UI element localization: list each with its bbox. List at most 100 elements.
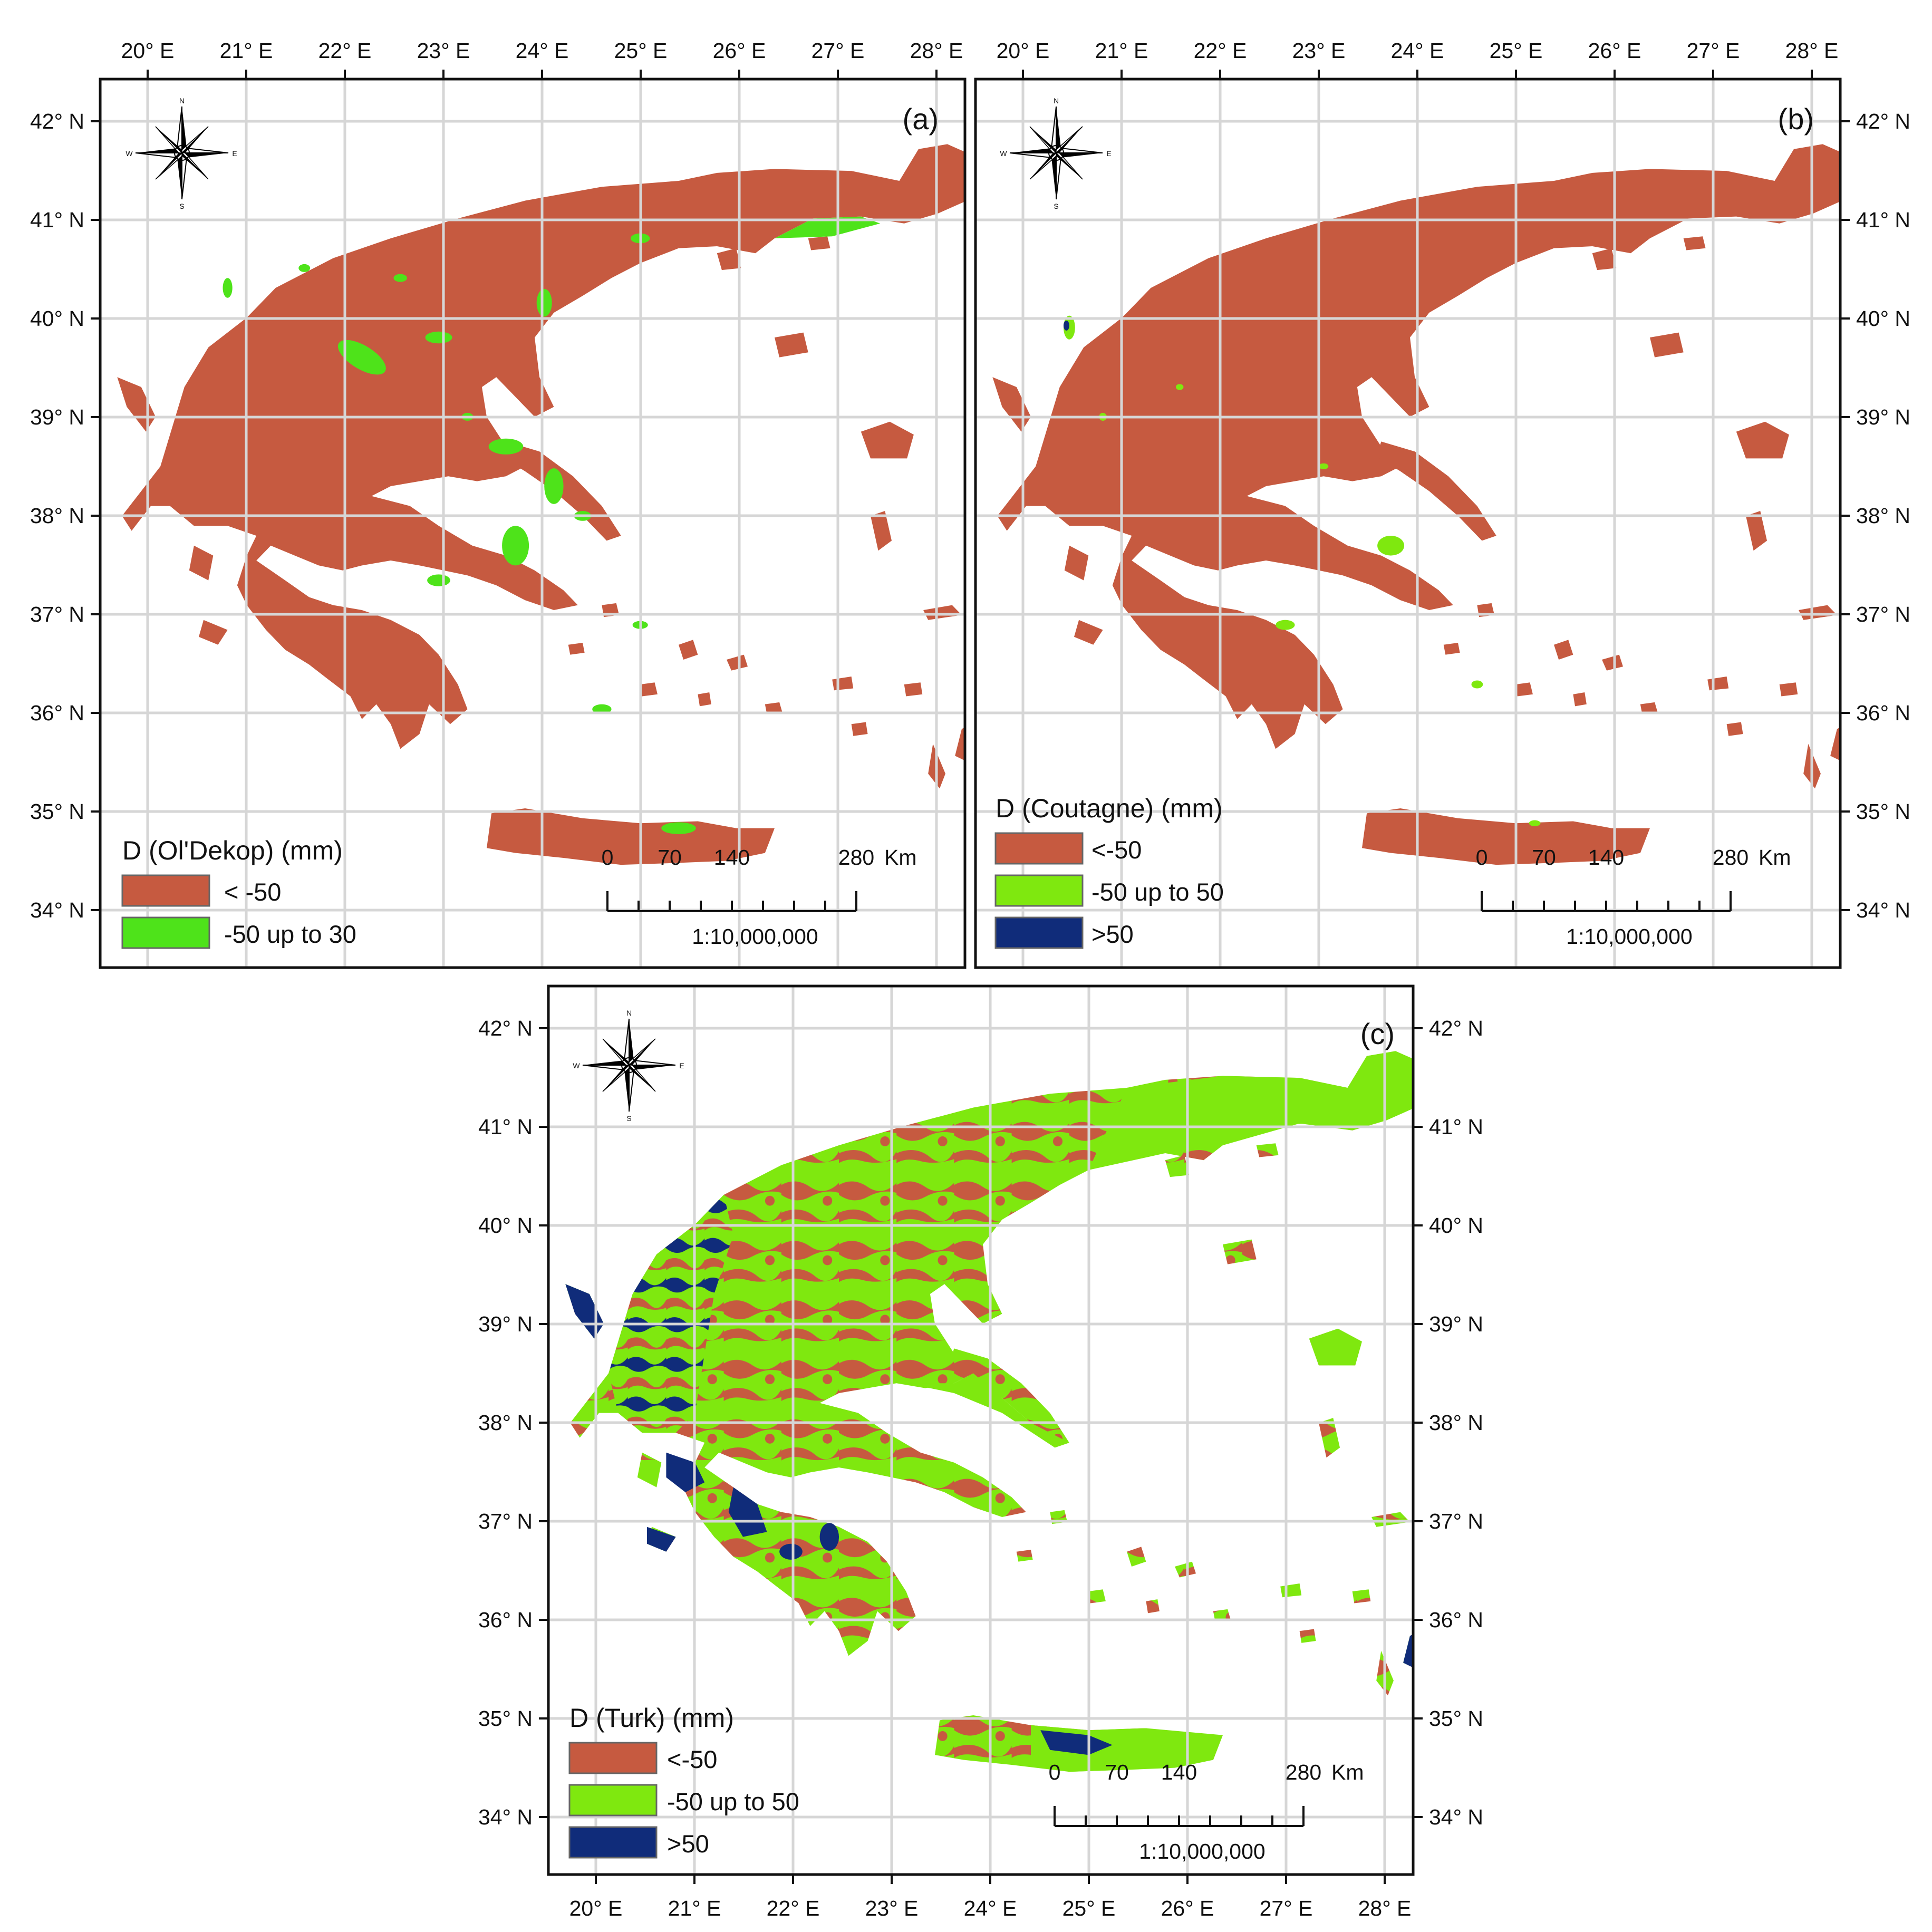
lat-tick-label: 38° N xyxy=(1856,504,1910,528)
map-a xyxy=(117,144,965,865)
lat-tick-label: 39° N xyxy=(478,1312,533,1336)
legend-swatch-a-0 xyxy=(121,874,210,907)
legend-b: D (Coutagne) (mm) <-50 -50 up to 50 >50 xyxy=(994,794,1224,949)
lat-tick-label: 39° N xyxy=(30,405,84,429)
legend-label-b-1: -50 up to 50 xyxy=(1091,878,1224,906)
svg-text:W: W xyxy=(125,149,133,158)
legend-swatch-c-2 xyxy=(568,1826,658,1859)
svg-text:280: 280 xyxy=(838,845,874,870)
legend-label-c-2: >50 xyxy=(667,1830,709,1858)
compass-b: N S E W xyxy=(1000,96,1111,210)
lat-tick-label: 42° N xyxy=(1856,109,1910,133)
svg-text:Km: Km xyxy=(884,845,917,870)
lat-tick-label: 42° N xyxy=(30,109,84,133)
lon-tick-label: 27° E xyxy=(812,38,865,63)
lon-tick-label: 28° E xyxy=(910,38,963,63)
lat-tick-label: 40° N xyxy=(1856,306,1910,331)
graticule-a xyxy=(100,79,965,968)
lon-tick-label: 27° E xyxy=(1260,1896,1313,1920)
legend-label-a-0: < -50 xyxy=(224,878,281,906)
legend-label-c-0: <-50 xyxy=(667,1745,717,1773)
lon-ticks-c: 20° E 21° E 22° E 23° E 24° E 25° E 26° E 27° E… xyxy=(569,1875,1411,1920)
lat-tick-label: 35° N xyxy=(478,1706,533,1731)
lon-tick-label: 20° E xyxy=(121,38,175,63)
lon-ticks-a: 20° E 21° E 22° E 23° E 24° E 25° E 26° E 27° E… xyxy=(121,38,963,79)
lon-tick-label: 26° E xyxy=(1588,38,1641,63)
lat-tick-label: 40° N xyxy=(478,1213,533,1238)
frame-b xyxy=(974,78,1842,969)
lat-ticks-a: 42° N 41° N 40° N 39° N 38° N 37° N 36° N 35° N… xyxy=(30,109,100,922)
lon-tick-label: 21° E xyxy=(1095,38,1148,63)
graticule-b xyxy=(975,79,1840,968)
lat-tick-label: 39° N xyxy=(1429,1312,1483,1336)
svg-text:0: 0 xyxy=(1049,1760,1061,1784)
panel-label-a: (a) xyxy=(903,102,939,136)
legend-title-a: D (Ol'Dekop) (mm) xyxy=(122,836,343,865)
lon-tick-label: 24° E xyxy=(516,38,569,63)
lat-tick-label: 37° N xyxy=(478,1509,533,1533)
lat-tick-label: 41° N xyxy=(1429,1115,1483,1139)
svg-text:W: W xyxy=(1000,149,1007,158)
lat-tick-label: 36° N xyxy=(478,1608,533,1632)
lon-tick-label: 23° E xyxy=(417,38,470,63)
svg-text:N: N xyxy=(179,96,185,105)
legend-label-c-1: -50 up to 50 xyxy=(667,1788,799,1815)
svg-text:E: E xyxy=(679,1061,684,1070)
svg-text:140: 140 xyxy=(1588,845,1624,870)
legend-swatch-b-2 xyxy=(994,916,1084,949)
lat-tick-label: 41° N xyxy=(30,208,84,232)
lon-tick-label: 25° E xyxy=(1490,38,1543,63)
lat-tick-label: 42° N xyxy=(1429,1016,1483,1040)
panel-a: 20° E 21° E 22° E 23° E 24° E 25° E 26° E 27° E… xyxy=(30,38,967,969)
lon-tick-label: 20° E xyxy=(997,38,1050,63)
lat-tick-label: 35° N xyxy=(1429,1706,1483,1731)
lat-tick-label: 42° N xyxy=(478,1016,533,1040)
svg-text:0: 0 xyxy=(602,845,614,870)
lon-tick-label: 24° E xyxy=(1391,38,1444,63)
lat-tick-label: 38° N xyxy=(1429,1411,1483,1435)
graticule-c xyxy=(548,986,1413,1875)
legend-swatch-b-0 xyxy=(994,832,1084,865)
lon-tick-label: 21° E xyxy=(220,38,273,63)
lon-tick-label: 27° E xyxy=(1687,38,1740,63)
legend-title-b: D (Coutagne) (mm) xyxy=(996,794,1223,823)
lon-tick-label: 26° E xyxy=(713,38,766,63)
lat-tick-label: 40° N xyxy=(1429,1213,1483,1238)
svg-text:W: W xyxy=(573,1061,580,1070)
lat-tick-label: 34° N xyxy=(30,898,84,922)
lat-tick-label: 36° N xyxy=(30,701,84,725)
legend-swatch-c-0 xyxy=(568,1742,658,1774)
svg-text:140: 140 xyxy=(1161,1760,1197,1784)
lon-tick-label: 26° E xyxy=(1161,1896,1214,1920)
greece-map-a xyxy=(117,144,965,865)
lon-tick-label: 22° E xyxy=(767,1896,820,1920)
lat-tick-label: 34° N xyxy=(478,1805,533,1829)
lon-tick-label: 21° E xyxy=(668,1896,721,1920)
svg-text:140: 140 xyxy=(714,845,750,870)
panel-b: 20° E 21° E 22° E 23° E 24° E 25° E 26° E 27° E… xyxy=(974,38,1910,969)
panel-label-b: (b) xyxy=(1778,102,1814,136)
frame-c xyxy=(547,984,1415,1876)
compass-c: N S E W xyxy=(573,1009,684,1123)
lon-tick-label: 24° E xyxy=(964,1896,1017,1920)
lat-tick-label: 39° N xyxy=(1856,405,1910,429)
lat-tick-label: 38° N xyxy=(478,1411,533,1435)
svg-text:E: E xyxy=(232,149,237,158)
lat-tick-label: 38° N xyxy=(30,504,84,528)
svg-text:280: 280 xyxy=(1713,845,1749,870)
legend-title-c: D (Turk) (mm) xyxy=(569,1703,734,1733)
lat-tick-label: 37° N xyxy=(1429,1509,1483,1533)
frame-a xyxy=(99,78,967,969)
svg-text:0: 0 xyxy=(1476,845,1488,870)
lat-tick-label: 41° N xyxy=(478,1115,533,1139)
legend-a: D (Ol'Dekop) (mm) < -50 -50 up to 30 xyxy=(121,836,356,949)
svg-text:N: N xyxy=(1054,96,1059,105)
svg-text:S: S xyxy=(1054,202,1058,210)
lat-tick-label: 36° N xyxy=(1856,701,1910,725)
scale-bar-c: 0 70 140 280 Km 1:10,000,000 xyxy=(1049,1760,1364,1863)
greece-map-b xyxy=(992,144,1840,865)
map-b xyxy=(992,144,1840,865)
lon-tick-label: 22° E xyxy=(1194,38,1247,63)
lat-tick-label: 37° N xyxy=(30,602,84,626)
